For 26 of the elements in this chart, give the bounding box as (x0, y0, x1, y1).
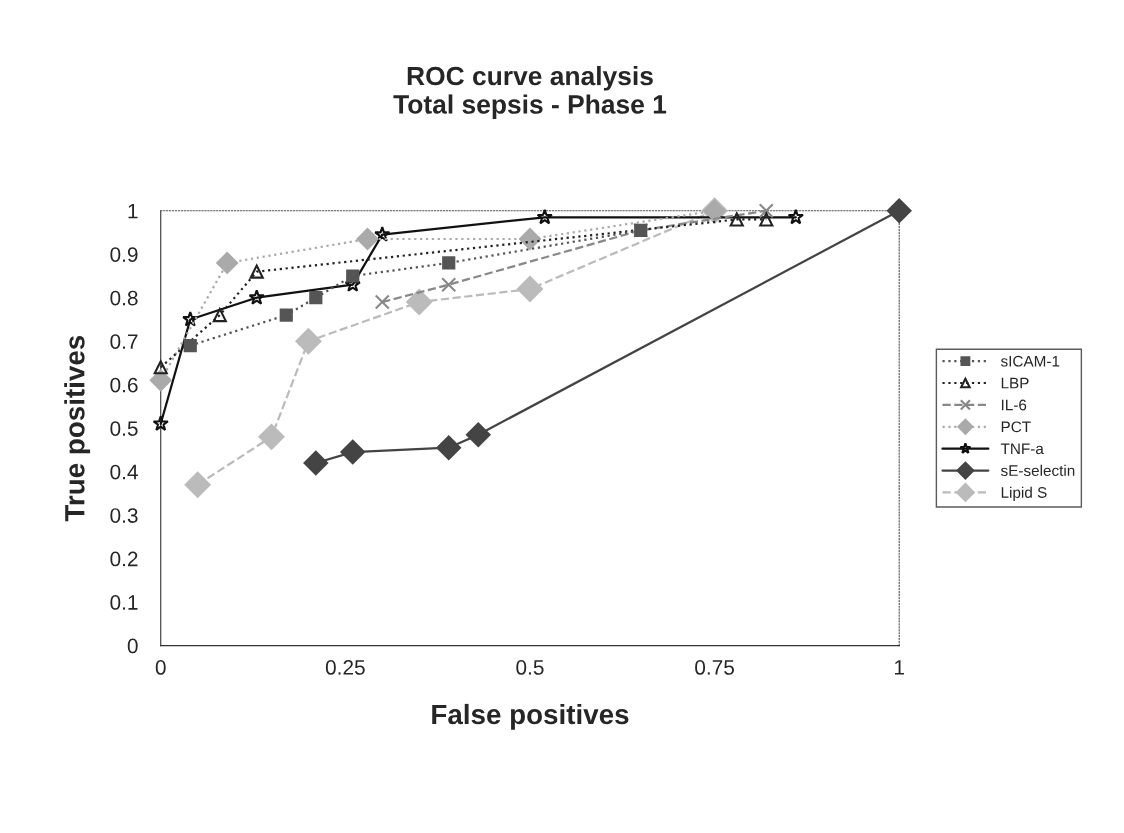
y-tick-label: 0.6 (110, 377, 138, 393)
x-tick-label: 1 (895, 660, 904, 675)
y-tick-label: 0.7 (110, 334, 138, 349)
legend-label: TNF-a (1000, 443, 1044, 455)
chart-title: ROC curve analysis Total sepsis - Phase 1 (393, 65, 667, 119)
x-tick-label: 0.75 (695, 660, 734, 675)
x-tick-label: 0.5 (516, 660, 544, 675)
y-tick-label: 0 (127, 638, 138, 654)
legend-label: Lipid S (1001, 486, 1047, 501)
y-tick-label: 0.3 (110, 508, 138, 523)
legend-label: sE-selectin (1000, 464, 1075, 477)
y-axis-title: True positives (64, 335, 91, 522)
legend-label: PCT (1001, 421, 1031, 433)
x-tick-label: 0.25 (325, 660, 365, 675)
y-tick-label: 0.5 (110, 421, 138, 436)
y-tick-label: 0.2 (110, 551, 138, 567)
y-tick-label: 0.4 (110, 464, 138, 480)
x-axis-title: False positives (432, 703, 629, 730)
y-tick-label: 1 (128, 203, 138, 219)
y-tick-label: 0.1 (110, 595, 138, 610)
x-tick-label: 0 (155, 660, 166, 675)
y-tick-label: 0.9 (110, 247, 138, 262)
legend-label: LBP (1001, 377, 1029, 389)
legend-label: sICAM-1 (1000, 355, 1060, 367)
legend-label: IL-6 (1001, 399, 1027, 411)
y-tick-label: 0.8 (110, 290, 138, 306)
